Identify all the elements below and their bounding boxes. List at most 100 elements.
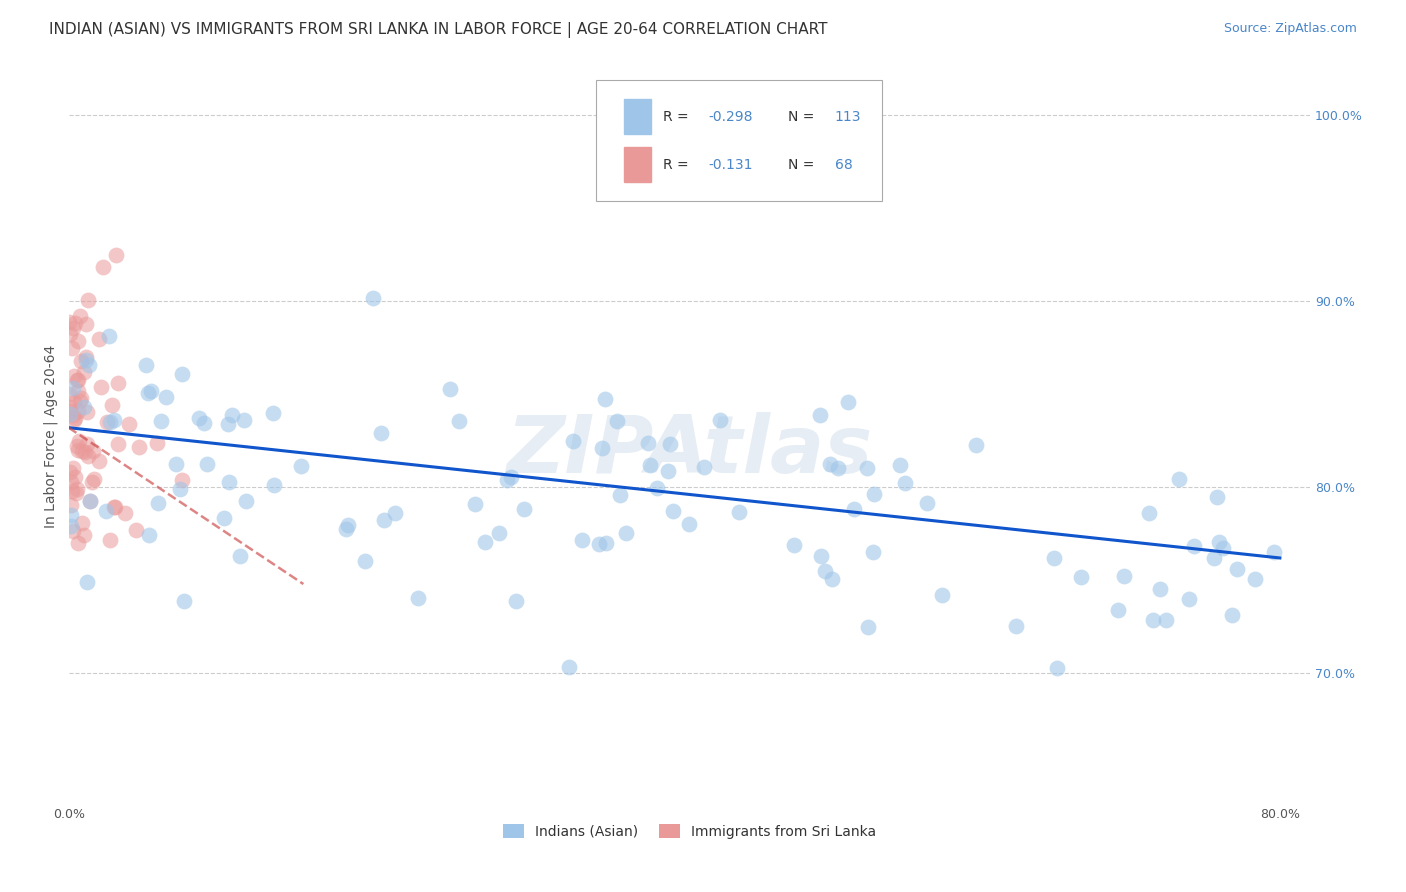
Indians (Asian) xyxy=(1226,562,1249,576)
Indians (Asian) xyxy=(606,413,628,427)
Y-axis label: In Labor Force | Age 20-64: In Labor Force | Age 20-64 xyxy=(44,344,58,528)
Immigrants from Sri Lanka xyxy=(62,408,84,422)
Indians (Asian) xyxy=(496,473,519,487)
Immigrants from Sri Lanka xyxy=(118,417,141,431)
Indians (Asian) xyxy=(488,525,510,540)
Immigrants from Sri Lanka xyxy=(59,475,82,490)
Indians (Asian) xyxy=(693,459,716,474)
Immigrants from Sri Lanka xyxy=(63,369,86,384)
Text: 113: 113 xyxy=(835,110,862,124)
Immigrants from Sri Lanka xyxy=(63,394,86,409)
Indians (Asian) xyxy=(783,538,806,552)
Indians (Asian) xyxy=(821,572,844,586)
Indians (Asian) xyxy=(1139,506,1161,520)
Indians (Asian) xyxy=(354,554,377,568)
Immigrants from Sri Lanka xyxy=(69,310,91,324)
Indians (Asian) xyxy=(1149,582,1171,596)
Indians (Asian) xyxy=(335,522,357,536)
Indians (Asian) xyxy=(76,575,98,590)
Immigrants from Sri Lanka xyxy=(96,415,118,429)
Immigrants from Sri Lanka xyxy=(73,365,96,379)
Indians (Asian) xyxy=(965,438,987,452)
Indians (Asian) xyxy=(499,470,522,484)
Immigrants from Sri Lanka xyxy=(107,376,129,390)
Indians (Asian) xyxy=(678,516,700,531)
Indians (Asian) xyxy=(591,442,613,456)
Immigrants from Sri Lanka xyxy=(98,533,121,548)
Indians (Asian) xyxy=(146,496,169,510)
Indians (Asian) xyxy=(408,591,430,605)
Indians (Asian) xyxy=(235,494,257,508)
Immigrants from Sri Lanka xyxy=(128,440,150,454)
Indians (Asian) xyxy=(75,352,97,367)
Indians (Asian) xyxy=(709,413,731,427)
Indians (Asian) xyxy=(562,434,585,448)
Indians (Asian) xyxy=(62,381,84,395)
Indians (Asian) xyxy=(856,619,879,633)
Text: Source: ZipAtlas.com: Source: ZipAtlas.com xyxy=(1223,22,1357,36)
Text: R =: R = xyxy=(664,110,693,124)
Immigrants from Sri Lanka xyxy=(90,380,112,394)
Indians (Asian) xyxy=(59,519,82,533)
Immigrants from Sri Lanka xyxy=(76,436,98,450)
Immigrants from Sri Lanka xyxy=(63,413,86,427)
Indians (Asian) xyxy=(98,415,121,429)
Indians (Asian) xyxy=(1112,568,1135,582)
Indians (Asian) xyxy=(558,659,581,673)
Immigrants from Sri Lanka xyxy=(72,443,94,458)
Immigrants from Sri Lanka xyxy=(75,318,97,332)
Immigrants from Sri Lanka xyxy=(107,436,129,450)
Indians (Asian) xyxy=(94,504,117,518)
Immigrants from Sri Lanka xyxy=(69,391,91,405)
Immigrants from Sri Lanka xyxy=(60,341,83,355)
Indians (Asian) xyxy=(640,458,662,472)
Indians (Asian) xyxy=(842,502,865,516)
Immigrants from Sri Lanka xyxy=(59,404,82,418)
Immigrants from Sri Lanka xyxy=(67,536,90,550)
Indians (Asian) xyxy=(1042,550,1064,565)
Indians (Asian) xyxy=(73,400,96,414)
Indians (Asian) xyxy=(609,488,631,502)
Text: N =: N = xyxy=(787,158,818,171)
Immigrants from Sri Lanka xyxy=(58,315,80,329)
Immigrants from Sri Lanka xyxy=(104,500,127,514)
Indians (Asian) xyxy=(505,594,527,608)
Indians (Asian) xyxy=(588,537,610,551)
Bar xyxy=(624,99,651,135)
Immigrants from Sri Lanka xyxy=(65,316,87,330)
Indians (Asian) xyxy=(614,525,637,540)
Immigrants from Sri Lanka xyxy=(63,410,86,425)
Indians (Asian) xyxy=(814,564,837,578)
Text: ZIPAtlas: ZIPAtlas xyxy=(506,412,873,490)
Indians (Asian) xyxy=(170,367,193,381)
Indians (Asian) xyxy=(595,392,617,406)
Indians (Asian) xyxy=(173,594,195,608)
Indians (Asian) xyxy=(855,461,877,475)
Immigrants from Sri Lanka xyxy=(101,398,124,412)
Indians (Asian) xyxy=(135,358,157,372)
Indians (Asian) xyxy=(188,411,211,425)
Immigrants from Sri Lanka xyxy=(67,334,90,348)
Text: -0.298: -0.298 xyxy=(709,110,752,124)
Indians (Asian) xyxy=(1178,592,1201,607)
Immigrants from Sri Lanka xyxy=(62,460,84,475)
Indians (Asian) xyxy=(1206,490,1229,504)
Indians (Asian) xyxy=(212,511,235,525)
Indians (Asian) xyxy=(1220,607,1243,622)
Indians (Asian) xyxy=(474,535,496,549)
Indians (Asian) xyxy=(889,458,911,473)
Text: R =: R = xyxy=(664,158,693,171)
Text: 68: 68 xyxy=(835,158,852,171)
Text: -0.131: -0.131 xyxy=(709,158,752,171)
Indians (Asian) xyxy=(79,494,101,508)
Indians (Asian) xyxy=(370,426,392,441)
Legend: Indians (Asian), Immigrants from Sri Lanka: Indians (Asian), Immigrants from Sri Lan… xyxy=(498,819,882,845)
Indians (Asian) xyxy=(1208,535,1230,549)
Indians (Asian) xyxy=(1168,472,1191,486)
Indians (Asian) xyxy=(837,395,859,409)
Indians (Asian) xyxy=(1182,539,1205,553)
Indians (Asian) xyxy=(98,328,121,343)
FancyBboxPatch shape xyxy=(596,79,882,201)
Indians (Asian) xyxy=(894,475,917,490)
Immigrants from Sri Lanka xyxy=(66,482,89,496)
